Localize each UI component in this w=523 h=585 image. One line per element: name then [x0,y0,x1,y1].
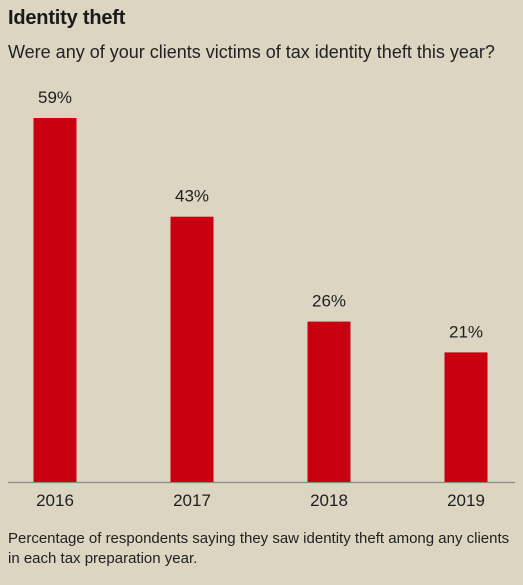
value-label-2017: 43% [175,187,209,206]
value-label-2016: 59% [38,88,72,107]
bar-2017 [170,216,214,482]
x-tick-label-2018: 2018 [310,491,348,510]
bar-2016 [33,118,77,482]
x-tick-label-2019: 2019 [447,491,485,510]
x-tick-label-2016: 2016 [36,491,74,510]
bar-chart: 59% 2016 43% 2017 26% 2018 21% 2019 [8,88,515,510]
value-label-2019: 21% [449,322,483,341]
x-tick-label-2017: 2017 [173,491,211,510]
chart-title: Identity theft [8,7,126,29]
bar-2018 [307,321,351,482]
bars-group: 59% 2016 43% 2017 26% 2018 21% 2019 [33,88,488,510]
chart-caption: Percentage of respondents saying they sa… [8,530,510,567]
value-label-2018: 26% [312,292,346,311]
chart-subtitle: Were any of your clients victims of tax … [8,42,495,62]
bar-2019 [444,352,488,482]
